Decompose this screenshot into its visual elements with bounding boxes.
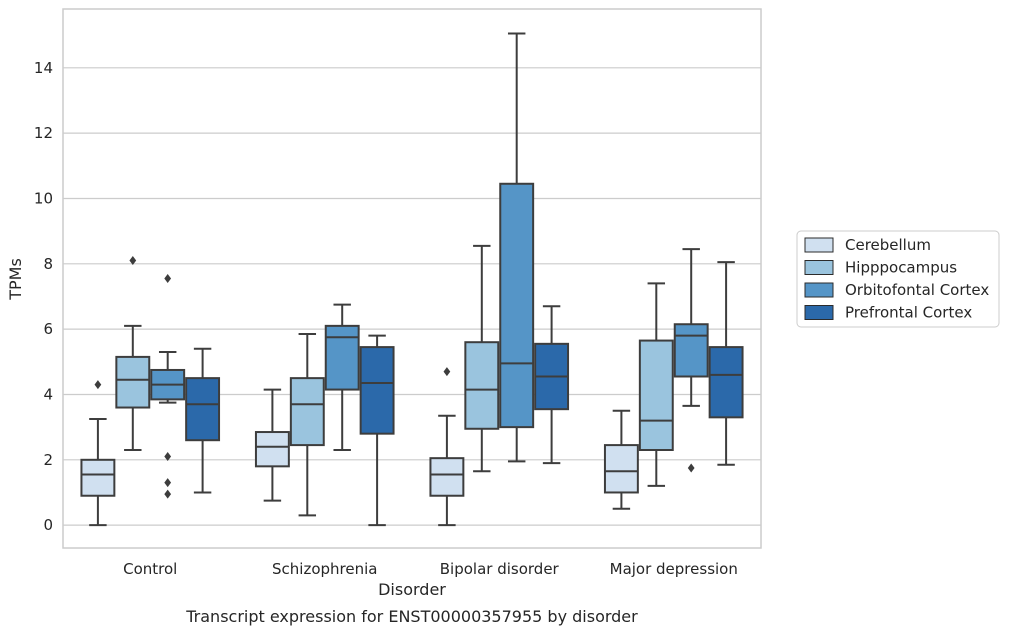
outlier-point (443, 367, 451, 377)
x-tick-label: Major depression (610, 560, 738, 578)
box-orbitofontal-cortex (324, 303, 360, 451)
box-orbitofontal-cortex (150, 274, 186, 499)
y-tick-label: 4 (43, 385, 53, 403)
box-hipppocampus (289, 333, 325, 517)
box-orbitofontal-cortex (673, 248, 709, 473)
box-iqr (499, 182, 535, 429)
outlier-point (164, 452, 172, 462)
x-tick-label: Schizophrenia (272, 560, 377, 578)
legend-label: Prefrontal Cortex (845, 304, 972, 322)
outlier-point (129, 256, 137, 266)
box-iqr (80, 458, 116, 497)
box-iqr (673, 323, 709, 378)
box-cerebellum (603, 409, 639, 510)
box-iqr (429, 457, 465, 497)
legend-box (796, 230, 1000, 328)
box-hipppocampus (464, 244, 500, 473)
box-cerebellum (254, 388, 290, 502)
plot-frame (62, 8, 762, 549)
box-iqr (603, 444, 639, 494)
legend-swatch (804, 305, 834, 320)
box-iqr (708, 346, 744, 419)
box-iqr (638, 339, 674, 452)
box-prefrontal-cortex (185, 347, 221, 494)
box-prefrontal-cortex (708, 261, 744, 466)
box-orbitofontal-cortex (499, 32, 535, 463)
box-cerebellum (80, 380, 116, 527)
box-iqr (324, 324, 360, 391)
chart-caption: Transcript expression for ENST0000035795… (185, 607, 638, 626)
legend-label: Hipppocampus (845, 259, 957, 277)
box-cerebellum (429, 367, 465, 527)
box-iqr (359, 346, 395, 435)
box-iqr (115, 355, 151, 409)
y-tick-label: 14 (34, 59, 53, 77)
box-iqr (185, 377, 221, 442)
outlier-point (164, 478, 172, 488)
x-axis-title: Disorder (378, 580, 446, 599)
y-tick-label: 10 (34, 189, 53, 207)
y-axis-title: TPMs (6, 258, 25, 301)
outlier-point (164, 274, 172, 283)
box-iqr (254, 431, 290, 468)
x-tick-label: Control (123, 560, 177, 578)
x-tick-labels: Control Schizophrenia Bipolar disorder Majo… (123, 560, 738, 578)
box-groups (80, 32, 744, 527)
box-iqr (464, 341, 500, 430)
legend-swatch (804, 237, 834, 253)
outlier-point (94, 380, 102, 390)
box-prefrontal-cortex (534, 305, 570, 465)
box-hipppocampus (638, 282, 674, 487)
outlier-point (687, 463, 695, 473)
box-iqr (289, 377, 325, 447)
y-tick-label: 0 (43, 516, 53, 534)
x-tick-label: Bipolar disorder (440, 560, 560, 578)
legend-label: Orbitofontal Cortex (845, 281, 989, 299)
legend-swatch (804, 282, 834, 298)
outlier-point (164, 489, 172, 499)
box-hipppocampus (115, 256, 151, 451)
box-prefrontal-cortex (359, 334, 395, 527)
legend-label: Cerebellum (845, 236, 931, 254)
y-tick-label: 8 (43, 255, 53, 273)
y-tick-label: 6 (43, 320, 53, 338)
legend: Cerebellum Hipppocampus Orbitofontal Corte… (796, 230, 1000, 328)
y-tick-labels: 0 2 4 6 8 10 12 14 (34, 59, 53, 534)
legend-swatch (804, 260, 834, 275)
plot-background (63, 9, 761, 548)
y-tick-label: 2 (43, 451, 53, 469)
y-tick-label: 12 (34, 124, 53, 142)
